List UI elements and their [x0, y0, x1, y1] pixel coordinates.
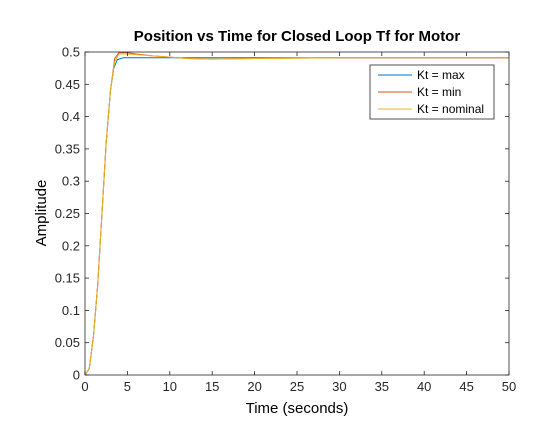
legend-label-kt-min: Kt = min	[417, 85, 461, 99]
legend: Kt = max Kt = min Kt = nominal	[369, 64, 495, 120]
y-tick-label: 0.4	[62, 109, 80, 124]
x-tick-label: 15	[205, 379, 219, 394]
x-axis-label: Time (seconds)	[246, 400, 349, 417]
y-tick-label: 0.05	[55, 335, 80, 350]
x-axis: 0 5 10 15 20 25 30 35 40 45 50	[81, 52, 516, 394]
x-tick-label: 45	[459, 379, 473, 394]
chart-title: Position vs Time for Closed Loop Tf for …	[134, 28, 461, 45]
y-tick-label: 0.1	[62, 303, 80, 318]
y-tick-label: 0	[73, 368, 80, 383]
y-tick-label: 0.25	[55, 206, 80, 221]
series-line-kt-nominal	[84, 53, 509, 376]
x-tick-label: 35	[375, 379, 389, 394]
y-axis: 0 0.05 0.1 0.15 0.2 0.25 0.3 0.35 0.4 0.45 0.5	[55, 45, 509, 383]
x-tick-label: 25	[290, 379, 304, 394]
x-tick-label: 5	[124, 379, 131, 394]
x-tick-label: 10	[163, 379, 177, 394]
y-tick-label: 0.35	[55, 141, 80, 156]
legend-label-kt-nominal: Kt = nominal	[417, 102, 484, 116]
x-tick-label: 50	[502, 379, 516, 394]
x-tick-label: 30	[332, 379, 346, 394]
legend-label-kt-max: Kt = max	[417, 68, 465, 82]
x-tick-label: 0	[81, 379, 88, 394]
x-tick-label: 20	[247, 379, 261, 394]
y-tick-label: 0.5	[62, 45, 80, 60]
y-tick-label: 0.45	[55, 77, 80, 92]
y-tick-label: 0.3	[62, 174, 80, 189]
series-layer	[84, 52, 509, 376]
y-tick-label: 0.15	[55, 271, 80, 286]
y-axis-label: Amplitude	[33, 180, 50, 247]
x-tick-label: 40	[417, 379, 431, 394]
y-tick-label: 0.2	[62, 238, 80, 253]
